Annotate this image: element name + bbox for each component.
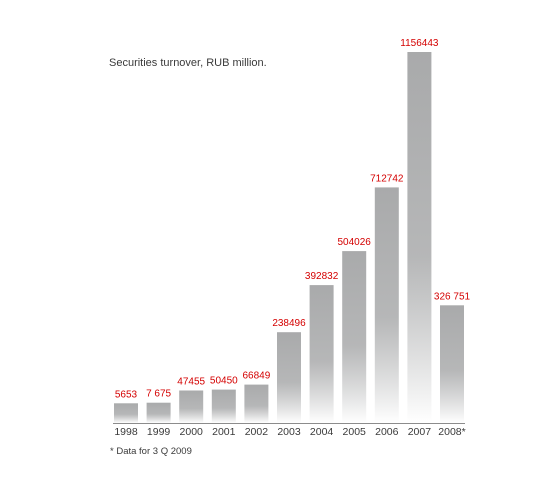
value-label-2005: 504026 [338, 237, 372, 248]
value-label-2004: 392832 [305, 271, 339, 282]
x-tick-label-2007: 2007 [408, 426, 432, 438]
bar-2005 [342, 251, 367, 423]
x-tick-label-2004: 2004 [310, 426, 334, 438]
bar-2008* [440, 305, 464, 423]
bar-2003 [277, 332, 301, 423]
x-tick-label-2002: 2002 [245, 426, 269, 438]
bar-2006 [374, 187, 399, 423]
bars-group [114, 52, 464, 423]
value-labels-group: 5653 7 675 47455 50450 66849 238496 392832 5040… [115, 38, 471, 400]
x-tick-label-2003: 2003 [277, 426, 301, 438]
value-label-2007: 1156443 [400, 38, 439, 49]
x-tick-label-2005: 2005 [343, 426, 367, 438]
bar-2002 [244, 384, 269, 423]
x-tick-label-2008*: 2008* [438, 426, 465, 438]
x-tick-label-1998: 1998 [114, 426, 138, 438]
value-label-1999: 7 675 [146, 389, 171, 400]
value-label-2000: 47455 [177, 377, 205, 388]
value-label-2006: 712742 [370, 173, 404, 184]
value-label-2002: 66849 [242, 371, 270, 382]
x-tick-label-2006: 2006 [375, 426, 399, 438]
bar-1999 [146, 402, 171, 423]
footnote: * Data for 3 Q 2009 [110, 446, 192, 457]
value-label-1998: 5653 [115, 389, 138, 400]
bar-2000 [179, 390, 204, 423]
x-tick-label-2001: 2001 [212, 426, 236, 438]
value-label-2001: 50450 [210, 376, 238, 387]
value-label-2003: 238496 [272, 318, 306, 329]
bar-2007 [407, 52, 432, 423]
x-tick-label-2000: 2000 [180, 426, 204, 438]
value-label-2008*: 326 751 [434, 291, 471, 302]
bar-2004 [309, 285, 334, 423]
x-tick-label-1999: 1999 [147, 426, 171, 438]
bar-1998 [114, 403, 138, 423]
x-tick-labels-group: 1998 1999 2000 2001 2002 2003 2004 2005 2006 2007… [114, 426, 465, 438]
bar-2001 [211, 389, 236, 423]
chart-title: Securities turnover, RUB million. [109, 57, 267, 69]
